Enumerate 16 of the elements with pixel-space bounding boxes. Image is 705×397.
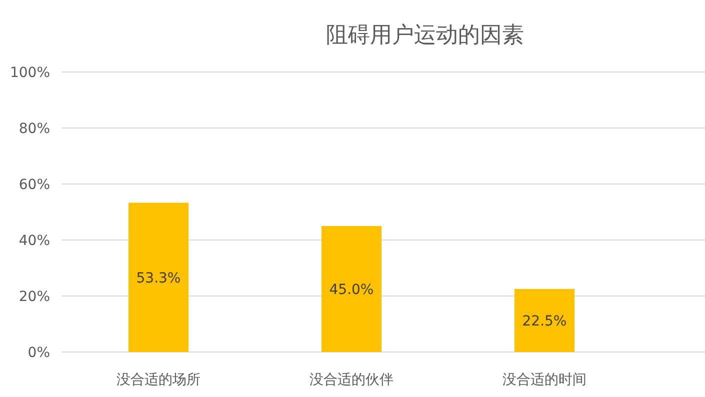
data-label: 22.5%	[522, 314, 567, 330]
x-tick-label: 没合适的场所	[116, 372, 200, 388]
y-tick-label: 80%	[18, 121, 50, 137]
y-tick-label: 40%	[18, 233, 50, 249]
y-tick-label: 100%	[10, 65, 50, 81]
data-label: 53.3%	[136, 270, 181, 286]
chart-title: 阻碍用户运动的因素	[326, 23, 524, 48]
y-tick-label: 60%	[18, 177, 50, 193]
y-tick-label: 0%	[28, 345, 50, 361]
bar	[514, 289, 574, 352]
x-tick-label: 没合适的时间	[502, 372, 586, 388]
bar	[128, 202, 188, 352]
y-tick-label: 20%	[18, 289, 50, 305]
data-label: 45.0%	[329, 282, 374, 298]
bar	[322, 226, 382, 352]
x-tick-label: 没合适的伙伴	[310, 372, 394, 388]
